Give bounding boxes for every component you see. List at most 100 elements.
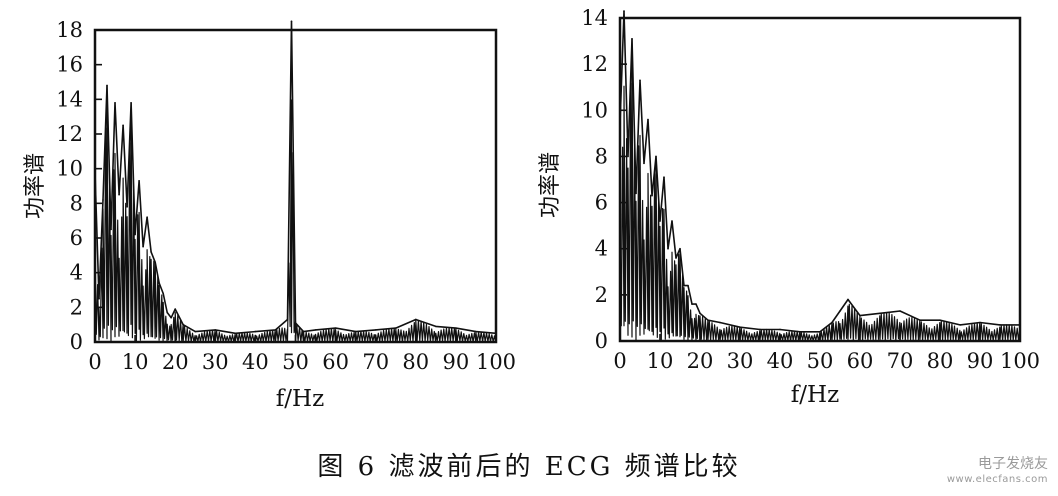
- x-tick-label: 40: [767, 349, 794, 373]
- data-point: [979, 321, 981, 324]
- data-point: [899, 310, 901, 312]
- y-tick-label: 6: [70, 226, 83, 250]
- data-point: [623, 10, 625, 12]
- x-tick-label: 100: [476, 350, 516, 374]
- x-tick-label: 70: [887, 349, 914, 373]
- data-point: [687, 284, 689, 287]
- data-point: [110, 228, 112, 231]
- x-tick-labels: 0 10 20 30 40 50 60 70 80 90 100: [88, 350, 516, 374]
- data-point: [130, 102, 132, 104]
- x-tick-label: 90: [967, 349, 994, 373]
- data-point: [154, 261, 156, 264]
- data-point: [122, 124, 124, 127]
- data-point: [106, 84, 108, 87]
- data-point: [138, 180, 140, 182]
- data-point: [126, 206, 128, 208]
- data-point: [162, 292, 164, 295]
- data-point: [939, 319, 941, 322]
- data-point: [739, 326, 741, 328]
- data-point: [839, 310, 841, 312]
- data-point: [334, 327, 337, 329]
- data-point: [302, 330, 305, 333]
- data-point: [671, 220, 673, 222]
- data-point: [651, 194, 653, 197]
- y-tick-label: 8: [595, 144, 608, 168]
- data-point: [455, 327, 457, 329]
- y-tick-label: 12: [56, 122, 83, 146]
- data-point: [158, 282, 160, 284]
- data-point: [194, 330, 197, 333]
- x-tick-label: 50: [282, 350, 309, 374]
- data-point: [699, 312, 701, 315]
- data-point: [98, 297, 100, 300]
- spectrum-noise-band: [94, 84, 497, 343]
- data-point: [290, 20, 293, 23]
- watermark-url: www.elecfans.com: [946, 474, 1048, 485]
- x-tick-label: 100: [1000, 349, 1040, 373]
- data-point: [959, 324, 961, 326]
- data-point: [759, 328, 761, 331]
- x-tick-label: 60: [322, 350, 349, 374]
- data-point: [495, 332, 497, 335]
- x-tick-label: 80: [402, 350, 429, 374]
- data-point: [919, 319, 921, 322]
- x-tick-label: 0: [88, 350, 101, 374]
- data-point: [214, 329, 217, 331]
- y-tick-label: 10: [581, 98, 608, 122]
- data-point: [647, 118, 649, 121]
- data-point: [643, 162, 645, 165]
- y-tick-labels: 0 2 4 6 8 10 12 14: [581, 6, 608, 353]
- chart-after-filtering: 0 10 20 30 40 50 60 70 80 90 100 0 2 4 6 8 10 12 14 功率谱 f…: [538, 6, 1040, 408]
- x-axis-title: f/Hz: [791, 382, 839, 408]
- data-point: [659, 220, 661, 222]
- data-point: [274, 329, 277, 331]
- x-tick-label: 60: [847, 349, 874, 373]
- y-tick-label: 12: [581, 52, 608, 76]
- data-point: [475, 330, 477, 333]
- data-point: [831, 321, 833, 324]
- data-point: [679, 247, 681, 250]
- x-tick-label: 10: [647, 349, 674, 373]
- data-point: [691, 303, 693, 305]
- y-tick-label: 0: [70, 330, 83, 354]
- y-tick-label: 14: [56, 87, 83, 111]
- power-spectrum-series: [94, 20, 497, 343]
- data-point: [174, 308, 176, 310]
- data-point: [286, 318, 289, 321]
- data-point: [619, 123, 621, 125]
- x-tick-label: 70: [362, 350, 389, 374]
- data-point: [879, 312, 881, 315]
- data-point: [435, 325, 437, 328]
- y-tick-label: 2: [595, 283, 608, 307]
- y-tick-labels: 0 2 4 6 8 10 12 14 16 18: [56, 18, 83, 354]
- data-point: [94, 171, 96, 173]
- x-tick-label: 40: [242, 350, 269, 374]
- data-point: [819, 330, 821, 333]
- x-tick-label: 0: [613, 349, 626, 373]
- y-axis-title: 功率谱: [23, 153, 48, 219]
- data-point: [118, 193, 120, 196]
- spectrum-line: [619, 10, 1020, 333]
- y-tick-label: 16: [56, 53, 83, 77]
- data-point: [627, 155, 629, 158]
- y-tick-label: 10: [56, 157, 83, 181]
- site-watermark: 电子发烧友 www.elecfans.com: [947, 456, 1048, 488]
- y-tick-label: 2: [70, 295, 83, 319]
- power-spectrum-series: [619, 10, 1021, 342]
- data-point: [234, 332, 237, 335]
- spectrum-noise-band: [619, 38, 1021, 342]
- y-tick-label: 4: [70, 261, 83, 285]
- data-point: [667, 247, 669, 250]
- data-point: [663, 176, 665, 178]
- data-point: [114, 102, 116, 104]
- x-tick-label: 20: [162, 350, 189, 374]
- data-point: [142, 245, 144, 248]
- x-tick-label: 30: [202, 350, 229, 374]
- data-point: [314, 329, 317, 331]
- y-tick-label: 8: [70, 191, 83, 215]
- data-point: [635, 192, 637, 195]
- data-point: [999, 324, 1001, 326]
- data-point: [146, 216, 148, 218]
- x-tick-label: 20: [687, 349, 714, 373]
